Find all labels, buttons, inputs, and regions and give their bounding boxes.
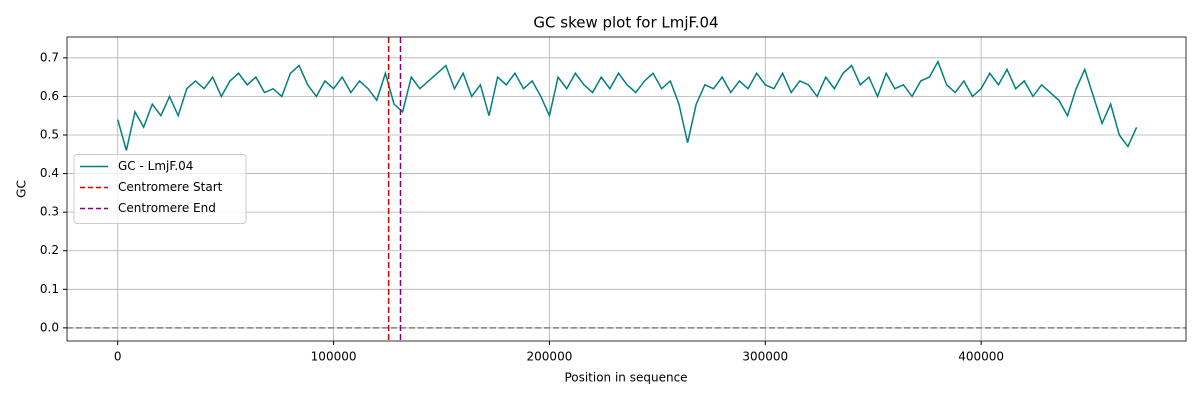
x-tick-label: 200000 <box>527 350 573 364</box>
legend-label: GC - LmjF.04 <box>118 159 193 173</box>
x-tick-label: 400000 <box>958 350 1004 364</box>
plot-frame <box>66 36 1187 342</box>
y-tick-label: 0.0 <box>40 320 59 334</box>
legend-label: Centromere Start <box>118 180 223 194</box>
x-tick-label: 100000 <box>311 350 357 364</box>
y-tick-label: 0.1 <box>40 282 59 296</box>
y-tick-label: 0.6 <box>40 89 59 103</box>
chart-title: GC skew plot for LmjF.04 <box>533 14 718 32</box>
x-axis-label: Position in sequence <box>564 371 687 385</box>
x-tick-label: 300000 <box>742 350 788 364</box>
legend-box <box>73 154 247 224</box>
y-tick-label: 0.5 <box>40 127 59 141</box>
y-tick-label: 0.3 <box>40 205 59 219</box>
y-axis-label: GC <box>15 180 29 198</box>
y-tick-label: 0.4 <box>40 166 59 180</box>
y-tick-label: 0.2 <box>40 243 59 257</box>
x-tick-label: 0 <box>114 350 122 364</box>
data-line <box>117 59 1138 151</box>
legend-label: Centromere End <box>118 201 216 215</box>
y-tick-label: 0.7 <box>40 50 59 64</box>
